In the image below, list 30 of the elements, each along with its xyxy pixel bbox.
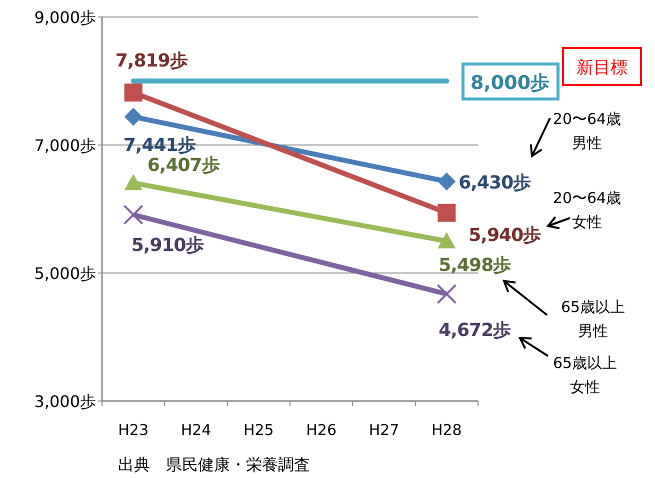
text: 20〜64歳女性: [552, 189, 622, 231]
point: [124, 108, 142, 126]
text: 65歳以上女性: [552, 354, 618, 396]
ref-line-label: 8,000歩: [470, 72, 550, 94]
x-tick-label: H27: [368, 421, 400, 439]
point: [124, 84, 142, 102]
y-tick-label: 3,000歩: [34, 392, 96, 411]
data-label: 5,910歩: [131, 234, 204, 256]
data-label: 6,430歩: [458, 172, 532, 194]
x-tick-label: H23: [118, 421, 149, 439]
data-label: 7,819歩: [115, 50, 188, 72]
x-tick-label: H26: [306, 421, 337, 439]
y-tick-label: 9,000歩: [34, 8, 96, 27]
y-tick-label: 5,000歩: [34, 264, 96, 283]
data-label: 5,940歩: [468, 224, 542, 246]
point: [438, 204, 456, 222]
source-note: 出典 県民健康・栄養調査: [118, 455, 310, 474]
text: 20〜64歳男性: [552, 110, 622, 152]
data-label: 6,407歩: [147, 154, 220, 176]
text: 65歳以上男性: [560, 298, 626, 340]
text: 新目標: [576, 58, 628, 78]
x-tick-label: H25: [243, 421, 274, 439]
point: [438, 172, 456, 190]
y-tick-label: 7,000歩: [34, 136, 96, 155]
x-tick-label: H28: [431, 421, 462, 439]
x-tick-label: H24: [180, 421, 212, 439]
data-label: 5,498歩: [438, 255, 512, 276]
point: [436, 284, 457, 304]
point: [123, 204, 144, 225]
data-label: 4,672歩: [438, 320, 512, 341]
